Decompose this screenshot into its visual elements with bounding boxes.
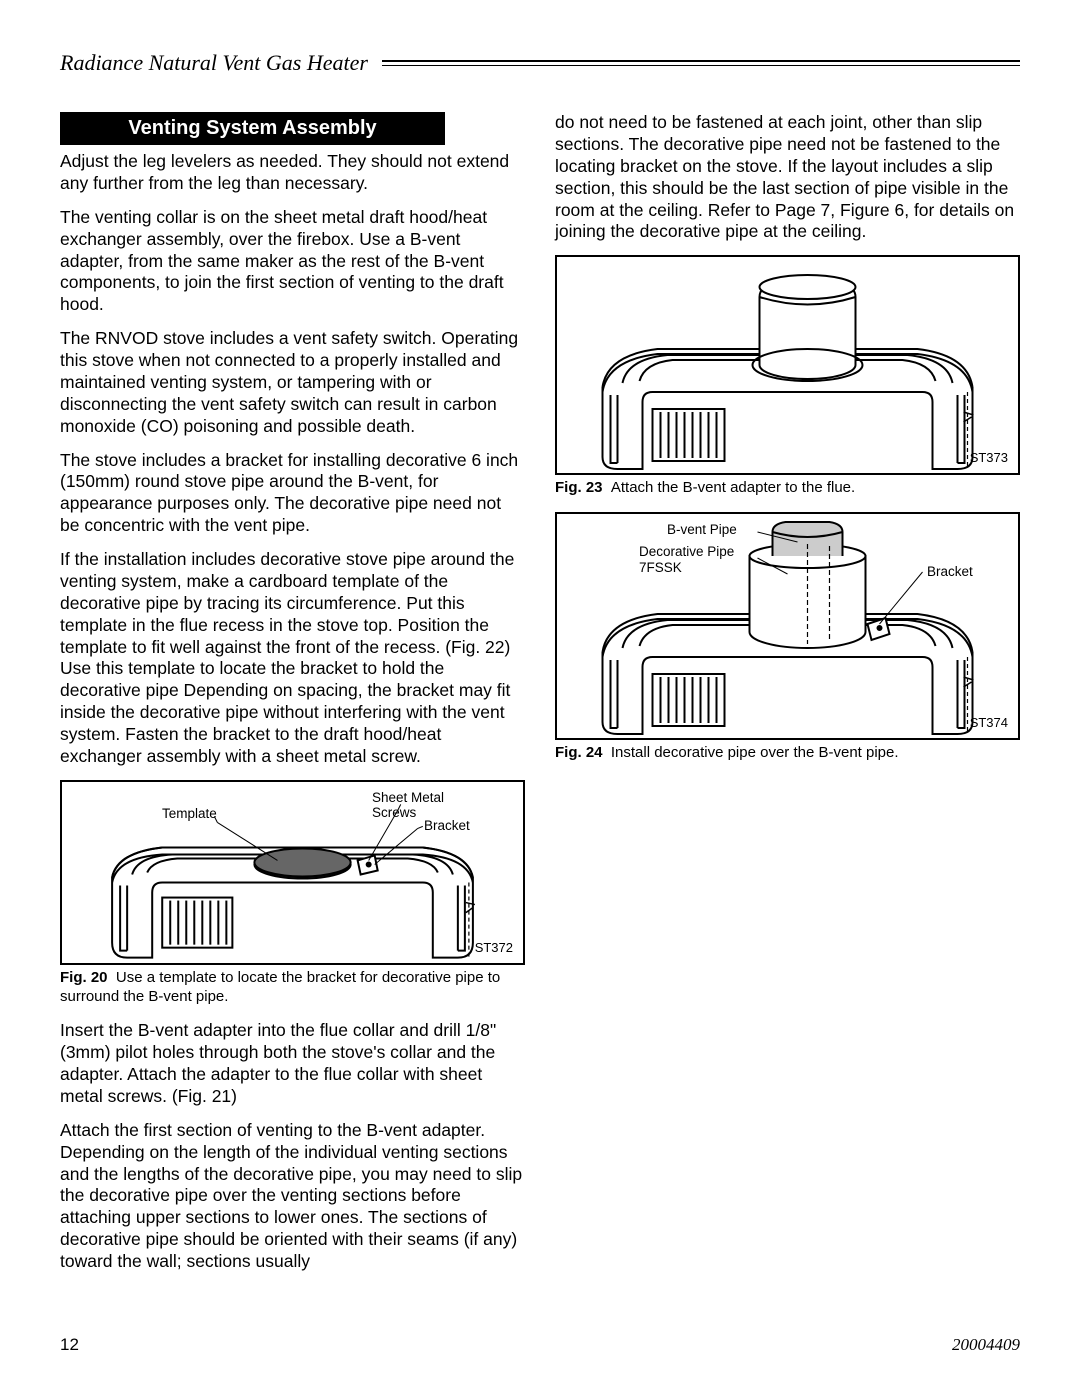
page: Radiance Natural Vent Gas Heater Venting… xyxy=(0,0,1080,1325)
figure-24-svg xyxy=(557,514,1018,738)
section-banner: Venting System Assembly xyxy=(60,112,445,145)
header-rule xyxy=(382,60,1020,66)
figure-code: ST374 xyxy=(970,715,1008,730)
figure-24: B-vent Pipe Decorative Pipe 7FSSK Bracke… xyxy=(555,512,1020,740)
columns: Venting System Assembly Adjust the leg l… xyxy=(60,112,1020,1285)
figure-24-caption: Fig. 24 Install decorative pipe over the… xyxy=(555,744,1020,763)
label-bracket: Bracket xyxy=(424,818,470,834)
label-deco: Decorative Pipe 7FSSK xyxy=(639,544,734,575)
figure-20-svg xyxy=(62,782,523,963)
para: do not need to be fastened at each joint… xyxy=(555,112,1020,243)
doc-number: 20004409 xyxy=(952,1335,1020,1355)
page-header: Radiance Natural Vent Gas Heater xyxy=(60,50,1020,76)
figure-20: Template Sheet Metal Screws Bracket ST37… xyxy=(60,780,525,965)
figure-23-caption: Fig. 23 Attach the B-vent adapter to the… xyxy=(555,479,1020,498)
label-template: Template xyxy=(162,806,217,822)
para: If the installation includes decorative … xyxy=(60,549,525,768)
fig-text: Install decorative pipe over the B-vent … xyxy=(611,744,899,761)
label-screws: Sheet Metal Screws xyxy=(372,790,444,821)
figure-code: ST372 xyxy=(475,940,513,955)
para: The RNVOD stove includes a vent safety s… xyxy=(60,328,525,437)
fig-label: Fig. 24 xyxy=(555,744,603,761)
page-footer: 12 20004409 xyxy=(60,1335,1020,1355)
header-title: Radiance Natural Vent Gas Heater xyxy=(60,50,382,76)
fig-label: Fig. 23 xyxy=(555,479,603,496)
figure-code: ST373 xyxy=(970,450,1008,465)
figure-23: ST373 xyxy=(555,255,1020,475)
para: Adjust the leg levelers as needed. They … xyxy=(60,151,525,195)
label-bvent: B-vent Pipe xyxy=(667,522,737,538)
para: The stove includes a bracket for install… xyxy=(60,450,525,538)
figure-23-svg xyxy=(557,257,1018,473)
figure-20-caption: Fig. 20 Use a template to locate the bra… xyxy=(60,969,525,1007)
para: Insert the B-vent adapter into the flue … xyxy=(60,1020,525,1108)
page-number: 12 xyxy=(60,1335,79,1355)
fig-label: Fig. 20 xyxy=(60,969,108,986)
right-column: do not need to be fastened at each joint… xyxy=(555,112,1020,1285)
para: Attach the first section of venting to t… xyxy=(60,1120,525,1273)
para: The venting collar is on the sheet metal… xyxy=(60,207,525,316)
fig-text: Use a template to locate the bracket for… xyxy=(60,969,500,1005)
label-bracket: Bracket xyxy=(927,564,973,580)
left-column: Venting System Assembly Adjust the leg l… xyxy=(60,112,525,1285)
fig-text: Attach the B-vent adapter to the flue. xyxy=(611,479,855,496)
